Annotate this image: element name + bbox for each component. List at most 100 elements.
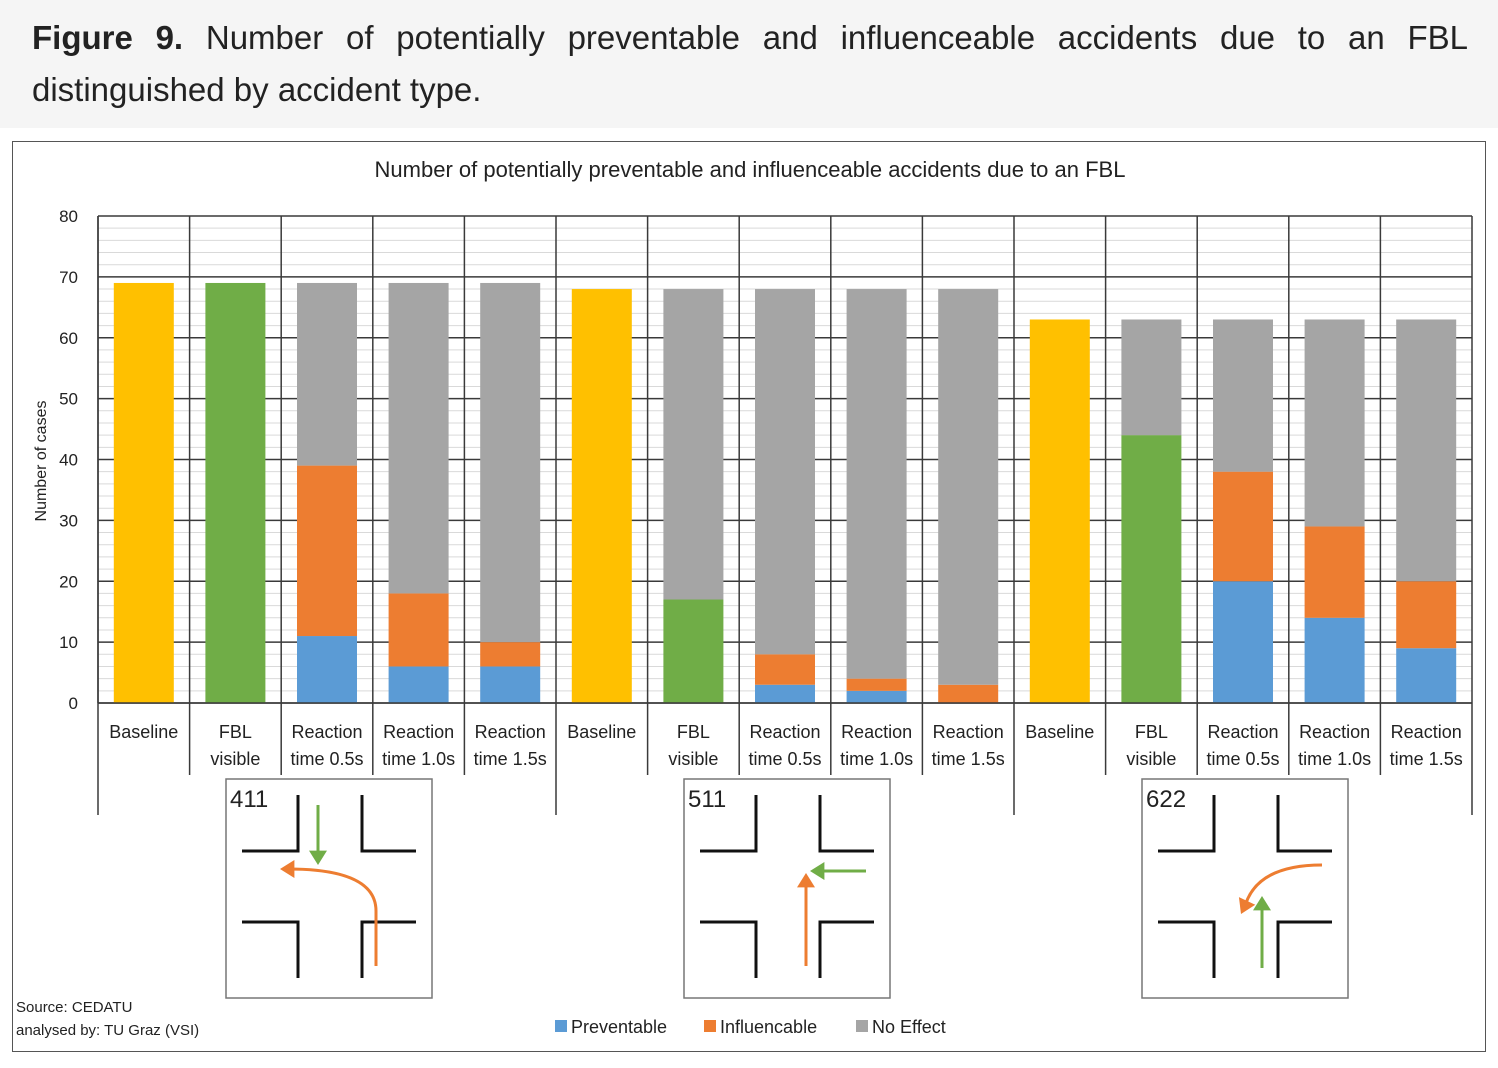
x-tick-label: FBL <box>1135 722 1168 742</box>
y-tick-label: 40 <box>59 451 78 470</box>
bar-segment-influencable <box>1396 581 1457 649</box>
bar-segment-influencable <box>480 642 541 667</box>
x-tick-label: time 1.5s <box>474 749 547 769</box>
x-tick-label: Reaction <box>749 722 820 742</box>
legend-swatch-preventable <box>555 1020 567 1032</box>
y-tick-labels: 0 10 20 30 40 50 60 70 80 <box>59 207 78 713</box>
bar-segment-no-effect <box>480 282 541 643</box>
bar-segment-influencable <box>297 465 357 637</box>
diagram-frame <box>683 778 891 999</box>
bar-segment-preventable <box>1304 617 1365 703</box>
accident-type-code: 622 <box>1146 786 1186 813</box>
road-corner <box>1158 795 1216 853</box>
road-corner <box>360 795 416 853</box>
road-corner <box>360 920 416 978</box>
accident-type-code: 511 <box>688 786 726 813</box>
bar-segment-no-effect <box>938 289 999 685</box>
straight-arrow-head <box>1253 896 1271 911</box>
legend-label-no-effect: No Effect <box>872 1017 946 1037</box>
y-tick-label: 20 <box>59 572 78 591</box>
x-tick-label: visible <box>1126 749 1176 769</box>
x-tick-label: Reaction <box>1391 722 1462 742</box>
x-tick-label: time 1.0s <box>382 749 455 769</box>
straight-arrow-horizontal-head <box>810 862 825 880</box>
straight-arrow-vertical-head <box>797 873 815 888</box>
bar-segment-fbl-visible <box>205 282 266 703</box>
legend-swatch-influencable <box>704 1020 716 1032</box>
bar-segment-influencable <box>938 684 999 703</box>
road-corner <box>818 795 874 853</box>
source-line-1: Source: CEDATU <box>16 999 132 1016</box>
legend-label-preventable: Preventable <box>571 1017 667 1037</box>
x-tick-label: Reaction <box>1207 722 1278 742</box>
bar-segment-preventable <box>297 636 357 703</box>
legend-swatch-no-effect <box>856 1020 868 1032</box>
bar-segment-preventable <box>846 690 907 703</box>
bar-segment-no-effect <box>1213 319 1273 472</box>
figure-caption: Figure 9. Number of potentially preventa… <box>32 12 1468 116</box>
x-tick-label: time 0.5s <box>290 749 363 769</box>
bar-segment-no-effect <box>1396 319 1457 582</box>
diagram-frame <box>225 778 433 999</box>
x-tick-label: time 1.5s <box>932 749 1005 769</box>
x-tick-label: time 1.0s <box>1298 749 1371 769</box>
bar-segment-no-effect <box>1121 319 1182 436</box>
x-tick-label: visible <box>668 749 718 769</box>
x-tick-label: time 1.5s <box>1390 749 1463 769</box>
road-corner <box>1158 920 1216 978</box>
road-corner <box>242 795 300 853</box>
x-tick-label: Baseline <box>109 722 178 742</box>
road-corner <box>242 920 300 978</box>
x-tick-label: Reaction <box>291 722 362 742</box>
road-corner <box>700 795 758 853</box>
figure-caption-text: Number of potentially preventable and in… <box>32 19 1469 108</box>
bar-segment-baseline <box>571 289 632 703</box>
bars <box>113 282 1457 703</box>
road-corner <box>1276 920 1332 978</box>
junction-diagram-411: 411 <box>225 778 433 999</box>
x-tick-label: time 0.5s <box>748 749 821 769</box>
figure-caption-label: Figure 9. <box>32 19 184 56</box>
x-tick-label: visible <box>210 749 260 769</box>
x-tick-label: Reaction <box>475 722 546 742</box>
chart-title: Number of potentially preventable and in… <box>375 157 1126 182</box>
turning-arrow-head <box>280 860 295 878</box>
y-tick-label: 30 <box>59 511 78 530</box>
x-tick-label: Reaction <box>841 722 912 742</box>
road-corner <box>1276 795 1332 853</box>
accident-type-code: 411 <box>230 786 268 813</box>
x-tick-label: time 0.5s <box>1206 749 1279 769</box>
x-tick-label: Baseline <box>567 722 636 742</box>
bar-segment-no-effect <box>755 289 815 655</box>
y-tick-label: 70 <box>59 268 78 287</box>
axes <box>97 216 1473 815</box>
bar-segment-no-effect <box>1304 319 1365 527</box>
y-tick-label: 10 <box>59 633 78 652</box>
diagram-frame <box>1141 778 1349 999</box>
x-tick-label: FBL <box>219 722 252 742</box>
turning-arrow-head <box>1238 897 1256 914</box>
bar-segment-influencable <box>1304 526 1365 618</box>
y-tick-label: 60 <box>59 329 78 348</box>
bar-segment-preventable <box>1396 648 1457 703</box>
bar-segment-preventable <box>755 684 815 703</box>
y-tick-label: 0 <box>69 694 78 713</box>
road-corner <box>700 920 758 978</box>
x-tick-label: Reaction <box>1299 722 1370 742</box>
legend-label-influencable: Influencable <box>720 1017 817 1037</box>
bar-segment-influencable <box>846 678 907 691</box>
y-axis-label: Number of cases <box>33 401 50 522</box>
bar-segment-baseline <box>113 282 174 703</box>
bar-segment-no-effect <box>663 289 724 600</box>
turning-arrow <box>287 867 378 966</box>
bar-segment-no-effect <box>846 289 907 679</box>
x-tick-labels: Baseline FBL visible Reaction time 0.5s React… <box>109 722 1462 769</box>
accident-type-diagrams: 411 511 622 <box>225 778 1349 999</box>
x-tick-label: Reaction <box>933 722 1004 742</box>
x-tick-label: time 1.0s <box>840 749 913 769</box>
x-tick-label: Reaction <box>383 722 454 742</box>
straight-arrow-head <box>309 850 327 865</box>
bar-segment-preventable <box>388 666 449 703</box>
bar-segment-preventable <box>1213 581 1273 703</box>
bar-segment-no-effect <box>297 282 357 466</box>
